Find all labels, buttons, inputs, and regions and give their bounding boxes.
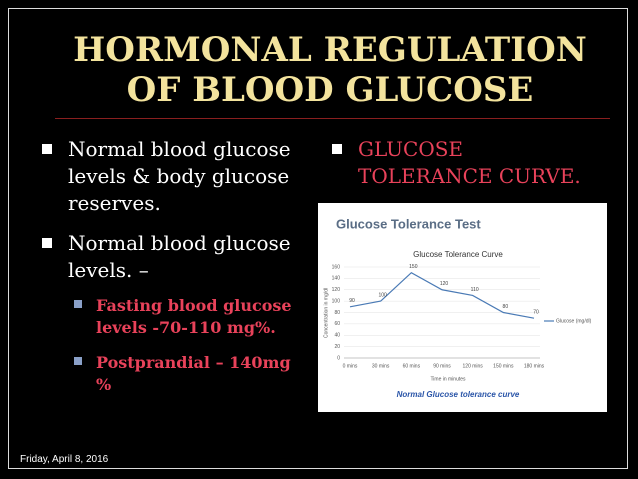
data-label: 70 [533,310,539,316]
y-axis-label: Concentration in mg/dl [323,288,329,338]
slide-title: HORMONAL REGULATION OF BLOOD GLUCOSE [73,30,587,110]
data-label: 110 [471,287,479,293]
frame [8,8,628,469]
chart-caption: Normal Glucose tolerance curve [397,390,520,399]
data-label: 150 [409,264,418,270]
y-tick-label: 120 [332,287,341,293]
y-tick-label: 20 [334,344,340,350]
x-tick-label: 60 mins [403,363,421,369]
x-tick-label: 90 mins [433,363,451,369]
chart-heading: Glucose Tolerance Test [336,216,481,231]
data-label: 100 [378,292,387,298]
y-tick-label: 60 [334,321,340,327]
y-tick-label: 80 [334,310,340,316]
bullet: GLUCOSE TOLERANCE CURVE. [332,136,598,190]
legend-label: Glucose (mg/dl) [556,318,592,324]
data-label: 90 [349,298,355,304]
y-tick-label: 140 [332,276,341,282]
footer-date: Friday, April 8, 2016 [20,454,109,465]
sub-bullet: Fasting blood glucose levels -70-110 mg%… [74,295,311,339]
y-tick-label: 0 [337,355,340,361]
x-tick-label: 150 mins [493,363,514,369]
x-tick-label: 30 mins [372,363,390,369]
data-label: 80 [503,304,509,310]
y-tick-label: 160 [332,264,341,270]
title-rule [55,118,610,119]
bullet: Normal blood glucose levels & body gluco… [42,136,308,217]
y-tick-label: 40 [334,333,340,339]
y-tick-label: 100 [332,298,341,304]
x-tick-label: 120 mins [463,363,484,369]
chart-title: Glucose Tolerance Curve [413,250,503,259]
x-axis-label: Time in minutes [430,376,466,382]
chart: Glucose Tolerance Test Glucose Tolerance… [318,203,607,412]
x-tick-label: 0 mins [343,363,358,369]
data-label: 120 [440,281,449,287]
x-tick-label: 180 mins [524,363,545,369]
line [349,271,535,319]
sub-bullet: Postprandial – 140mg % [74,352,311,396]
bullet: Normal blood glucose levels. – [42,230,308,284]
